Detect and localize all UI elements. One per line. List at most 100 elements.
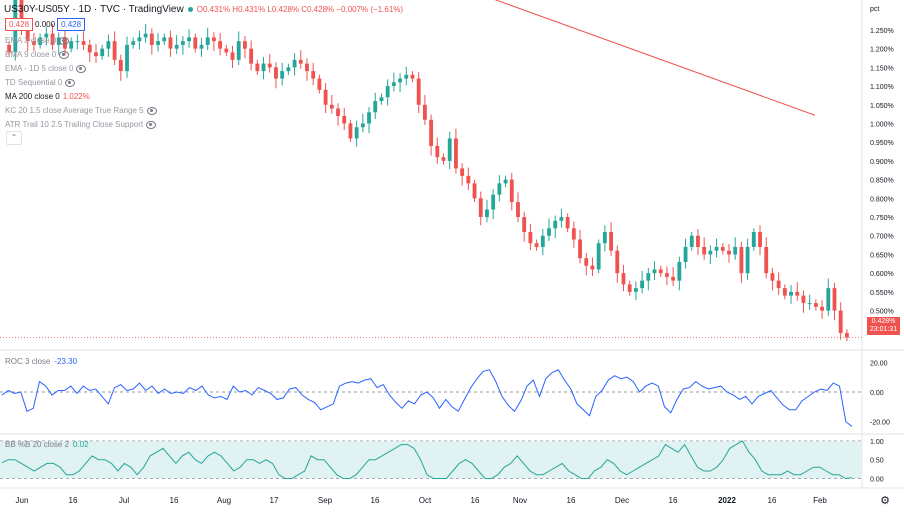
eye-icon[interactable] [59, 50, 70, 59]
candle-body [540, 235, 545, 247]
eye-icon[interactable] [76, 64, 87, 73]
time-tick-label: 16 [371, 496, 380, 505]
candle-body [559, 217, 564, 221]
time-tick-label: 17 [270, 496, 279, 505]
candle-body [94, 52, 98, 57]
candle-body [19, 0, 24, 30]
roc-tick-label: 0.00 [870, 390, 884, 397]
candle-body [571, 228, 576, 240]
candle-body [454, 138, 458, 169]
indicator-ema-1d[interactable]: EMA - 1D 5 close 0 [5, 64, 87, 73]
candle-body [180, 41, 185, 45]
candle-body [125, 44, 129, 72]
time-tick-label: Dec [615, 496, 629, 505]
spread-value: 0.000 [35, 20, 56, 29]
indicator-label: TD Sequential 0 [5, 78, 63, 87]
candle-body [832, 288, 837, 311]
symbol-title[interactable]: US30Y-US05Y · 1D · TVC · TradingView [4, 3, 184, 15]
gear-icon[interactable]: ⚙ [880, 495, 890, 507]
candle-body [789, 291, 793, 296]
candle-body [602, 232, 607, 244]
price-tick-label: 1.050% [870, 103, 894, 110]
candle-body [286, 67, 291, 72]
candle-body [460, 168, 465, 176]
eye-icon[interactable] [65, 78, 76, 87]
candle-body [739, 246, 744, 274]
candle-body [373, 101, 378, 113]
indicator-label: EMA 9 close 0 [5, 50, 57, 59]
eye-icon[interactable] [146, 120, 157, 129]
indicator-ema3[interactable]: EMA 3 close 0 [5, 36, 70, 45]
candle-body [25, 29, 30, 42]
candle-body [727, 250, 731, 255]
candle-body [472, 183, 477, 199]
indicator-atr-trail[interactable]: ATR Trail 10 2.5 Trailing Close Support [5, 120, 157, 129]
candle-body [118, 59, 123, 72]
eye-icon[interactable] [146, 106, 157, 115]
candle-body [720, 246, 725, 251]
candle-body [168, 37, 173, 49]
candle-body [547, 228, 551, 236]
candle-body [143, 33, 148, 38]
candle-body [770, 273, 775, 281]
candle-body [553, 220, 558, 229]
candle-body [379, 97, 384, 102]
candle-body [131, 41, 136, 45]
bb-tick-label: 1.00 [870, 439, 884, 446]
candle-body [621, 273, 626, 285]
candle-body [187, 37, 191, 42]
price-tick-label: 0.800% [870, 196, 894, 203]
ma200-line [494, 0, 816, 116]
candle-body [609, 232, 613, 251]
candle-body [807, 303, 812, 305]
indicator-ma200[interactable]: MA 200 close 0 1.022% [5, 92, 90, 101]
candle-body [112, 41, 117, 60]
buy-price[interactable]: 0.428 [57, 18, 86, 31]
candle-body [745, 246, 750, 274]
roc-line [1, 369, 853, 427]
candle-body [677, 261, 682, 281]
bb-legend[interactable]: BB %B 20 close 2 0.02 [5, 440, 89, 449]
candle-body [429, 119, 434, 146]
indicator-value: 1.022% [62, 92, 90, 101]
time-tick-label: 16 [669, 496, 678, 505]
candle-body [671, 276, 676, 281]
price-tick-label: 0.500% [870, 309, 894, 316]
chart-header: US30Y-US05Y · 1D · TVC · TradingView O0.… [4, 2, 403, 16]
price-tick-label: 0.750% [870, 215, 894, 222]
indicator-ema9[interactable]: EMA 9 close 0 [5, 50, 70, 59]
candle-body [522, 217, 527, 232]
candle-body [844, 333, 849, 338]
price-tick-label: 0.550% [870, 290, 894, 297]
candle-body [391, 82, 396, 87]
candle-body [640, 280, 645, 289]
candle-body [516, 202, 520, 218]
candle-body [528, 232, 533, 244]
candle-body [224, 48, 229, 53]
candle-body [44, 33, 49, 38]
candle-body [305, 63, 309, 72]
candle-body [255, 63, 260, 72]
candle-body [298, 59, 303, 64]
candle-body [230, 52, 235, 60]
candle-body [497, 183, 502, 195]
roc-legend[interactable]: ROC 3 close -23.30 [5, 357, 77, 366]
bb-line [1, 440, 853, 480]
candle-body [261, 63, 266, 72]
time-tick-label: Sep [318, 496, 333, 505]
candle-body [441, 157, 446, 161]
candle-body [714, 246, 719, 251]
candle-body [274, 67, 278, 79]
candle-body [410, 74, 415, 79]
ohlc-values: O0.431% H0.431% L0.428% C0.428% −0.007% … [196, 4, 404, 14]
candle-body [708, 250, 713, 255]
candle-body [702, 246, 707, 255]
sell-price[interactable]: 0.428 [5, 18, 34, 31]
indicator-td-sequential[interactable]: TD Sequential 0 [5, 78, 76, 87]
indicator-kc[interactable]: KC 20 1.5 close Average True Range 5 [5, 106, 157, 115]
eye-icon[interactable] [59, 36, 70, 45]
chevron-up-icon[interactable]: ⌃ [6, 131, 22, 145]
candle-body [81, 41, 86, 45]
roc-tick-label: -20.00 [870, 420, 890, 427]
